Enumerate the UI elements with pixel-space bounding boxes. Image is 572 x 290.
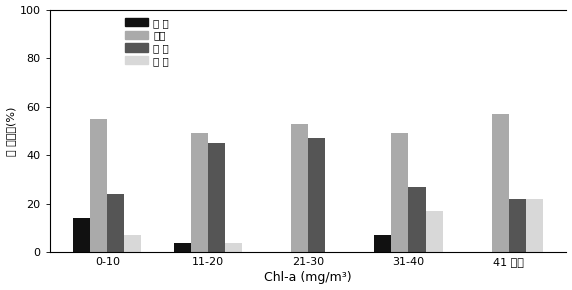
- Bar: [125, 235, 141, 252]
- Bar: [225, 243, 242, 252]
- Bar: [73, 218, 90, 252]
- Bar: [108, 194, 125, 252]
- Bar: [426, 211, 443, 252]
- Bar: [509, 199, 526, 252]
- X-axis label: Chl-a (mg/m³): Chl-a (mg/m³): [264, 271, 352, 284]
- Bar: [526, 199, 543, 252]
- Bar: [90, 119, 108, 252]
- Bar: [408, 187, 426, 252]
- Bar: [291, 124, 308, 252]
- Legend: 괴 적, 무난, 거 북, 불 쿨: 괴 적, 무난, 거 북, 불 쿨: [122, 15, 172, 69]
- Bar: [374, 235, 391, 252]
- Bar: [174, 243, 190, 252]
- Bar: [391, 133, 408, 252]
- Bar: [308, 138, 325, 252]
- Bar: [208, 143, 225, 252]
- Bar: [492, 114, 509, 252]
- Y-axis label: 종 감비율(%): 종 감비율(%): [6, 106, 15, 156]
- Bar: [190, 133, 208, 252]
